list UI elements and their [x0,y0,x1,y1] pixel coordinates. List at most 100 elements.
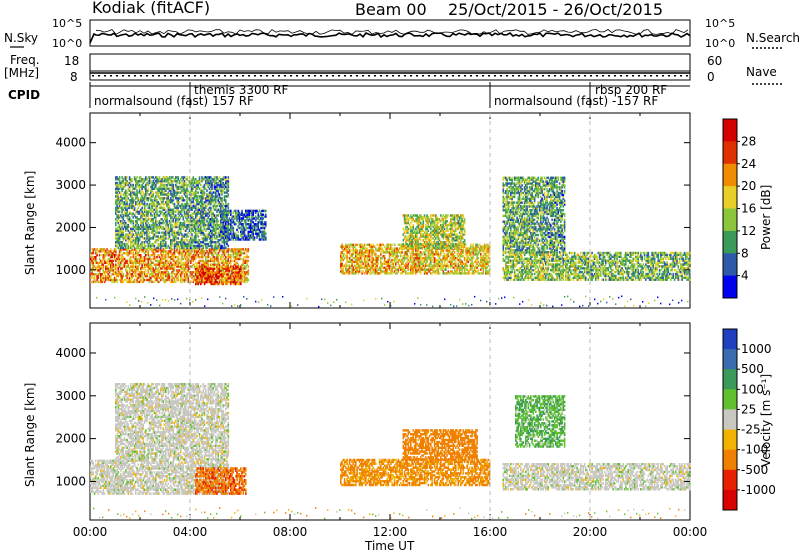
nave-dot [572,75,574,77]
colorbar-tick-label: 4 [741,269,749,283]
nave-dot [338,75,340,77]
nave-dot [482,75,484,77]
y-tick-label: 4000 [55,346,86,360]
nave-dot [410,75,412,77]
nave-dot [500,75,502,77]
nave-dot [356,75,358,77]
colorbar-swatch [723,430,737,451]
nave-dot [518,75,520,77]
nsky-strip-frame [90,20,690,46]
colorbar-swatch [723,409,737,430]
nave-dot [314,75,316,77]
nave-dot [422,75,424,77]
nave-dot [290,75,292,77]
nave-dot [668,75,670,77]
colorbar-swatch [723,389,737,410]
colorbar-swatch [723,186,737,209]
x-tick-label: 04:00 [173,525,208,539]
nave-dot [134,75,136,77]
nave-dot [326,75,328,77]
colorbar-tick-label: -500 [741,463,768,477]
nave-dot [260,75,262,77]
nave-dot [578,75,580,77]
nave-dot [398,75,400,77]
colorbar-swatch [723,164,737,187]
nave-dot [584,75,586,77]
colorbar-swatch [723,450,737,471]
nave-dot [368,75,370,77]
nave-dot [656,75,658,77]
nave-dot [638,75,640,77]
nave-dot [98,75,100,77]
colorbar-swatch [723,253,737,276]
nave-dot [362,75,364,77]
nave-dot [458,75,460,77]
colorbar-tick-label: 12 [741,224,756,238]
x-tick-label: 12:00 [373,525,408,539]
x-tick-label: 16:00 [473,525,508,539]
nave-dot [296,75,298,77]
y-tick-label: 1000 [55,474,86,488]
nave-dot [560,75,562,77]
nave-dot [530,75,532,77]
nave-dot [374,75,376,77]
nave-dot [602,75,604,77]
nave-dot [140,75,142,77]
nave-dot [464,75,466,77]
nave-dot [230,75,232,77]
colorbar-swatch [723,141,737,164]
nave-dot [332,75,334,77]
x-tick-label: 00:00 [73,525,108,539]
nave-dot [176,75,178,77]
colorbar-tick-label: -1000 [741,483,776,497]
nave-dot [302,75,304,77]
nave-dot [686,75,688,77]
nave-dot [92,75,94,77]
nave-dot [632,75,634,77]
nave-dot [596,75,598,77]
colorbar-swatch [723,470,737,491]
colorbar-tick-label: 8 [741,246,749,260]
nave-dot [644,75,646,77]
colorbar-swatch [723,349,737,370]
nave-dot [620,75,622,77]
nave-dot [542,75,544,77]
nave-dot [524,75,526,77]
y-tick-label: 4000 [55,136,86,150]
colorbar-swatch [723,369,737,390]
nave-dot [608,75,610,77]
nave-dot [536,75,538,77]
nave-dot [212,75,214,77]
nave-dot [506,75,508,77]
colorbar-swatch [723,119,737,142]
nave-dot [344,75,346,77]
colorbar-tick-label: 24 [741,157,756,171]
nave-dot [416,75,418,77]
nave-dot [128,75,130,77]
colorbar-swatch [723,329,737,350]
nave-dot [428,75,430,77]
x-tick-label: 00:00 [673,525,708,539]
nsearch-trace [96,30,688,35]
colorbar-tick-label: -25 [741,423,761,437]
nave-dot [452,75,454,77]
colorbar-swatch [723,209,737,232]
colorbar-tick-label: 25 [741,402,756,416]
nave-dot [146,75,148,77]
nave-dot [554,75,556,77]
nave-dot [404,75,406,77]
nsky-trace [90,33,690,43]
nave-dot [440,75,442,77]
colorbar-tick-label: 1000 [741,342,772,356]
nave-dot [164,75,166,77]
colorbar-tick-label: 100 [741,382,764,396]
y-tick-label: 2000 [55,432,86,446]
nave-dot [650,75,652,77]
nave-dot [626,75,628,77]
nave-dot [446,75,448,77]
colorbar-tick-label: 500 [741,362,764,376]
nave-dot [200,75,202,77]
nave-dot [350,75,352,77]
nave-dot [182,75,184,77]
